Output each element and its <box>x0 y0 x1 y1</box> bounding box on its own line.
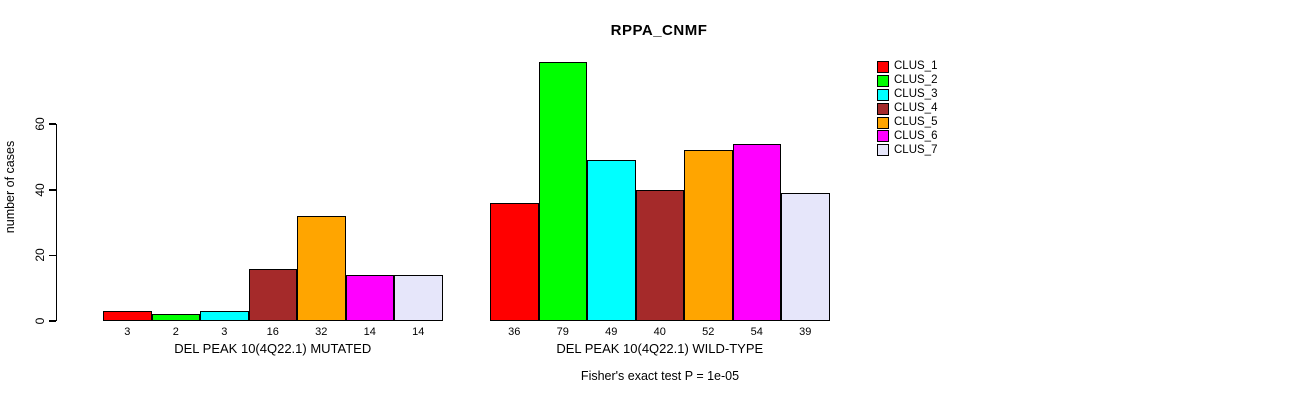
legend: CLUS_1 CLUS_2 CLUS_3 CLUS_4 CLUS_5 CLUS_6 CLUS… <box>877 60 937 157</box>
legend-label: CLUS_6 <box>894 129 938 142</box>
bar-clus_4 <box>635 189 684 321</box>
clus_3-swatch <box>877 88 889 101</box>
bar-clus_1 <box>490 202 539 321</box>
legend-item: CLUS_4 <box>877 102 937 116</box>
y-tick-mark <box>48 254 56 257</box>
annotation-text: Fisher's exact test P = 1e-05 <box>580 369 740 383</box>
clus_1-swatch <box>877 60 889 73</box>
bar-value-label: 3 <box>124 326 131 338</box>
clus_4-swatch <box>877 102 889 115</box>
bar-value-label: 16 <box>266 326 279 338</box>
chart-title: RPPA_CNMF <box>610 22 708 39</box>
bar-clus_5 <box>297 216 346 321</box>
bar-value-label: 54 <box>750 326 763 338</box>
bar-value-label: 2 <box>172 326 179 338</box>
group-axis-label: DEL PEAK 10(4Q22.1) MUTATED <box>174 341 372 356</box>
bar-clus_5 <box>684 150 733 321</box>
bar-value-label: 36 <box>508 326 521 338</box>
bar-value-label: 40 <box>653 326 666 338</box>
group-axis-label: DEL PEAK 10(4Q22.1) WILD-TYPE <box>556 341 764 356</box>
legend-label: CLUS_2 <box>894 74 938 87</box>
y-tick-label: 0 <box>33 317 47 325</box>
legend-label: CLUS_7 <box>894 143 938 156</box>
clus_7-swatch <box>877 144 889 157</box>
bar-value-label: 14 <box>363 326 376 338</box>
legend-item: CLUS_7 <box>877 143 937 157</box>
y-axis-label: number of cases <box>3 140 17 234</box>
legend-label: CLUS_1 <box>894 60 938 73</box>
y-axis-line <box>55 124 57 321</box>
clus_5-swatch <box>877 116 889 129</box>
legend-item: CLUS_2 <box>877 74 937 88</box>
bar-clus_7 <box>394 275 443 321</box>
bar-clus_6 <box>345 275 394 321</box>
y-tick-mark <box>48 320 56 322</box>
bar-clus_2 <box>151 314 200 321</box>
bar-value-label: 3 <box>221 326 228 338</box>
legend-item: CLUS_6 <box>877 129 937 143</box>
clus_6-swatch <box>877 130 889 143</box>
bar-clus_7 <box>781 193 830 321</box>
bar-value-label: 52 <box>702 326 715 338</box>
bar-value-label: 14 <box>412 326 425 338</box>
legend-item: CLUS_5 <box>877 116 937 130</box>
bar-clus_3 <box>200 311 249 321</box>
clus_2-swatch <box>877 74 889 87</box>
bar-clus_1 <box>103 311 152 321</box>
legend-label: CLUS_3 <box>894 87 938 100</box>
y-tick-label: 60 <box>33 117 47 131</box>
y-tick-label: 40 <box>33 183 47 197</box>
legend-item: CLUS_3 <box>877 88 937 102</box>
bar-clus_6 <box>732 143 781 321</box>
y-tick-mark <box>48 189 56 191</box>
bar-value-label: 39 <box>799 326 812 338</box>
bar-clus_4 <box>248 268 297 321</box>
legend-label: CLUS_5 <box>894 115 938 128</box>
bar-clus_3 <box>587 160 636 321</box>
bar-value-label: 32 <box>315 326 328 338</box>
bar-clus_2 <box>538 61 587 321</box>
y-tick-mark <box>48 123 56 125</box>
legend-label: CLUS_4 <box>894 101 938 114</box>
bar-value-label: 49 <box>605 326 618 338</box>
bar-value-label: 79 <box>556 326 569 338</box>
y-tick-label: 20 <box>33 248 47 263</box>
legend-item: CLUS_1 <box>877 60 937 74</box>
